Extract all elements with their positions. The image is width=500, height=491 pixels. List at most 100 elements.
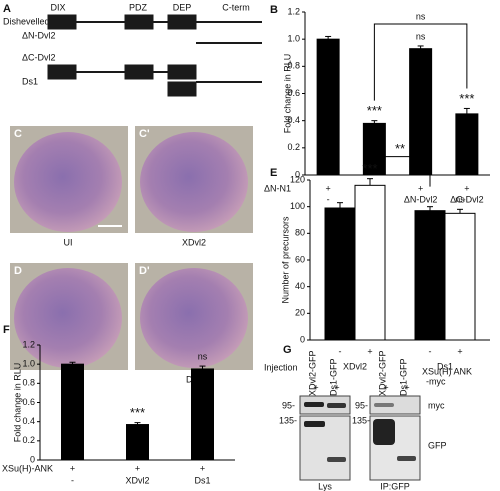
significance: ns [455, 195, 465, 205]
blot-strip [369, 395, 421, 415]
bar [414, 210, 446, 341]
bar [126, 424, 149, 461]
series-label: + [457, 346, 462, 356]
x-tick-label: Ds1 [437, 361, 453, 371]
plus-sign: + [313, 382, 318, 392]
y-tick-label: 20 [295, 308, 305, 318]
embryo [14, 132, 122, 232]
panel-letter: D [14, 265, 22, 277]
embryo [140, 132, 248, 232]
row-label: + [464, 183, 469, 193]
x-tick-label: - [71, 475, 74, 485]
construct-label: Ds1 [22, 76, 38, 86]
y-tick-label: 1.2 [22, 339, 35, 349]
y-tick-label: 0 [30, 454, 35, 464]
image-caption: XDvl2 [182, 237, 206, 247]
row-name: XSu(H)-ANK [2, 463, 53, 473]
bracket [373, 23, 468, 101]
y-tick-label: 0 [295, 169, 300, 179]
embryo [140, 268, 248, 368]
panel-a: A DIX PDZ DEP C-term Dishevelled ΔN-Dvl2… [3, 2, 262, 97]
significance: *** [459, 91, 474, 106]
antibody-label: GFP [428, 440, 447, 450]
y-tick-label: 0.8 [287, 61, 300, 71]
y-axis-label: Fold change in RLU [282, 54, 292, 134]
condition-label: XSu(H) ANK [422, 366, 472, 376]
image-caption: UI [64, 237, 73, 247]
x-axis-label: Injection [264, 362, 298, 372]
bar [354, 184, 386, 341]
bar [409, 48, 433, 176]
embryo [14, 268, 122, 368]
row-label: + [325, 183, 330, 193]
domain-label: C-term [222, 2, 250, 12]
size-marker: 95- [282, 400, 295, 410]
y-tick-label: 40 [295, 281, 305, 291]
panel-letter: C [14, 128, 22, 140]
size-marker: 135- [352, 415, 370, 425]
construct-label: ΔC-Dvl2 [22, 52, 56, 62]
y-tick-label: 0.2 [287, 142, 300, 152]
bar [191, 368, 214, 461]
y-tick-label: 0.2 [22, 435, 35, 445]
domain-label: DEP [173, 2, 192, 12]
significance: *** [367, 103, 382, 118]
y-tick-label: 0.4 [287, 115, 300, 125]
series-label: + [367, 346, 372, 356]
y-tick-label: 0.6 [287, 88, 300, 98]
lane-label: Ds1-GFP [398, 358, 408, 396]
series-label: - [339, 346, 342, 356]
condition-label: -myc [426, 376, 446, 386]
row-label: + [135, 463, 140, 473]
y-tick-label: 100 [290, 201, 305, 211]
bar [316, 38, 340, 176]
lane-label: XDvl2-GFP [307, 350, 317, 396]
domain-label: DIX [50, 2, 65, 12]
y-tick-label: 60 [295, 254, 305, 264]
significance: *** [130, 405, 145, 420]
panel-letter: E [270, 167, 277, 179]
blot-panel-label: IP:GFP [380, 481, 410, 491]
blot-strip [299, 395, 351, 415]
x-tick-label: Ds1 [194, 475, 210, 485]
embryo-images: C C' D D' UI XDvl2 UI Ds1 [10, 126, 253, 384]
construct-shapes [47, 14, 262, 97]
row-label: + [70, 463, 75, 473]
y-tick-label: 0 [300, 334, 305, 344]
y-tick-label: 0.4 [22, 416, 35, 426]
plus-sign: + [383, 382, 388, 392]
plus-sign: + [334, 382, 339, 392]
y-tick-label: 120 [290, 174, 305, 184]
y-tick-label: 1.0 [22, 359, 35, 369]
bar [455, 113, 479, 176]
blot-panel-label: Lys [318, 481, 332, 491]
panel-g: G XDvl2-GFP Ds1-GFP XDvl2-GFP Ds1-GFP + … [279, 344, 472, 491]
lane-label: XDvl2-GFP [377, 350, 387, 396]
bar [61, 363, 84, 461]
bracket-label: ** [395, 141, 405, 156]
domain-label: PDZ [129, 2, 148, 12]
bracket [369, 156, 431, 187]
construct-label: Dishevelled [3, 16, 50, 26]
panel-letter: C' [139, 128, 150, 140]
panel-letter: A [3, 3, 11, 15]
y-tick-label: 1.2 [287, 6, 300, 16]
bar [444, 212, 476, 341]
panel-letter: G [283, 344, 292, 356]
y-tick-label: 80 [295, 228, 305, 238]
x-tick-label: XDvl2 [125, 475, 149, 485]
plus-sign: + [404, 382, 409, 392]
significance: *** [362, 161, 377, 176]
significance: ns [198, 351, 208, 361]
blot-bands [304, 402, 416, 462]
panel-letter: B [270, 4, 278, 16]
y-tick-label: 0.8 [22, 378, 35, 388]
row-label: + [200, 463, 205, 473]
size-marker: 135- [279, 415, 297, 425]
x-tick-label: ΔN-Dvl2 [404, 194, 438, 204]
x-tick-label: ΔC-Dvl2 [450, 194, 484, 204]
y-tick-label: 0.6 [22, 397, 35, 407]
construct-label: ΔN-Dvl2 [22, 30, 56, 40]
antibody-label: myc [428, 400, 445, 410]
